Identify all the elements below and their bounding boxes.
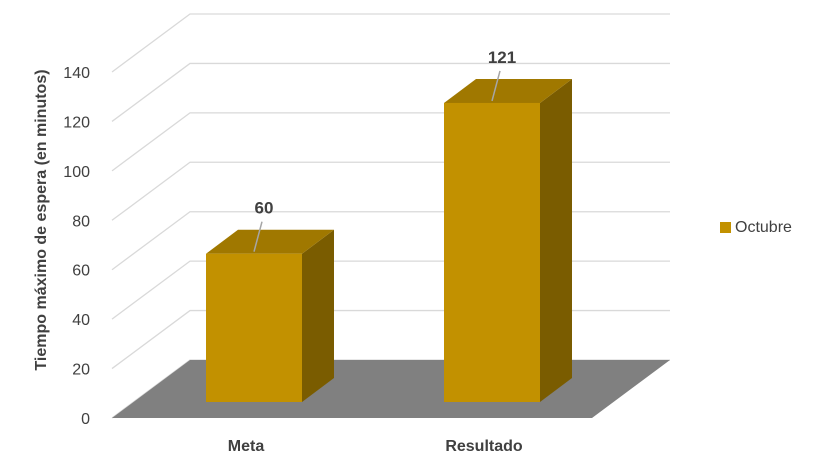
bar-resultado: 121 <box>444 48 572 402</box>
legend-label-octubre: Octubre <box>735 219 792 236</box>
gridlines <box>111 13 670 419</box>
bar-front <box>206 253 302 402</box>
y-tick-label: 0 <box>81 411 90 428</box>
y-tick-label: 20 <box>72 362 90 379</box>
bar-side <box>540 78 572 402</box>
bar-meta: 60 <box>206 199 334 402</box>
gridline <box>111 62 670 122</box>
y-axis-label: Tiempo máximo de espera (en minutos) <box>33 69 50 370</box>
y-tick-label: 100 <box>63 164 90 181</box>
legend-swatch <box>720 222 731 233</box>
chart-floor <box>112 360 670 418</box>
bar-top <box>444 78 572 103</box>
bar-top <box>206 229 334 254</box>
data-label: 121 <box>488 48 516 67</box>
category-label: Meta <box>228 438 265 455</box>
category-label: Resultado <box>445 438 523 455</box>
legend: Octubre <box>720 219 792 236</box>
y-tick-label: 60 <box>72 263 90 280</box>
y-tick-label: 80 <box>72 213 90 230</box>
data-label: 60 <box>255 199 274 218</box>
data-label-leader <box>253 221 263 252</box>
y-axis-ticks: 0 20 40 60 80 100 120 140 <box>63 65 90 428</box>
bar-side <box>302 229 334 402</box>
y-tick-label: 40 <box>72 312 90 329</box>
data-label-leader <box>491 70 501 102</box>
y-tick-label: 120 <box>63 114 90 131</box>
y-tick-label: 140 <box>63 65 90 82</box>
bar-front <box>444 102 540 402</box>
bars: 60 121 <box>206 48 572 402</box>
gridline <box>111 13 670 73</box>
x-axis-categories: Meta Resultado <box>228 438 523 455</box>
